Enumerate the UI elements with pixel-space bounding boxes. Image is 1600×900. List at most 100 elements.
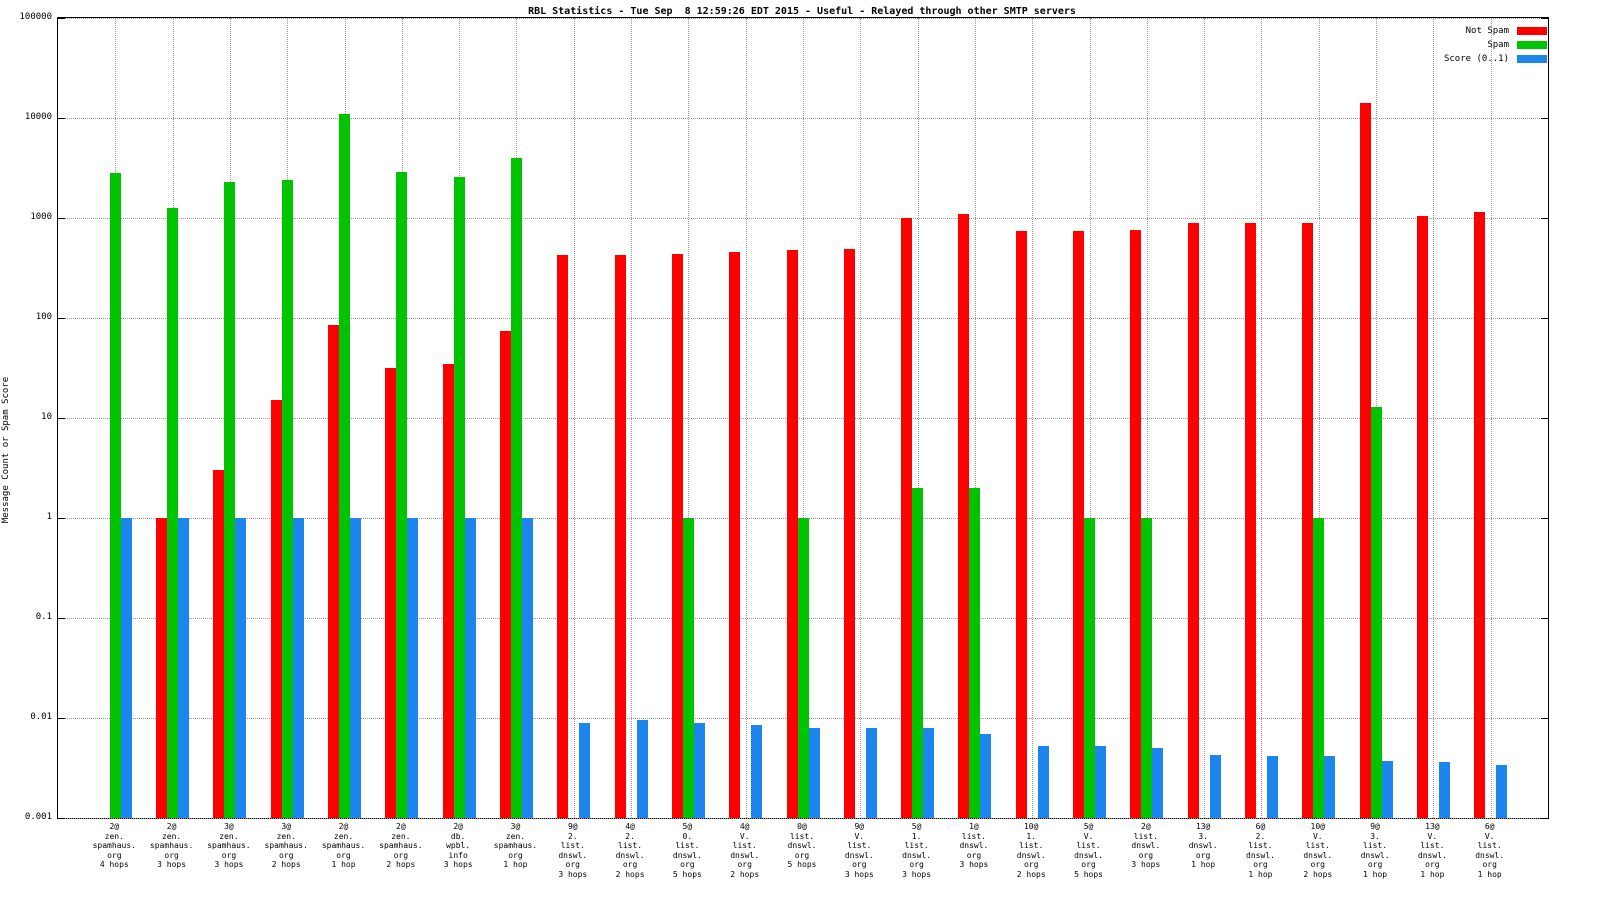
x-tick-label-line: org: [966, 850, 982, 860]
x-tick-label: 4@ 2. list. dnswl. org 2 hops: [601, 822, 659, 879]
y-tickmark: [58, 118, 65, 119]
bar-score-0-1: [1152, 748, 1164, 818]
bar-not-spam: [1130, 229, 1142, 818]
bar-not-spam: [671, 253, 683, 818]
x-tick-label: 2@ zen. spamhaus. org 1 hop: [315, 822, 373, 870]
x-tick-label-line: list.: [560, 841, 585, 850]
y-tick-label: 0.1: [35, 612, 52, 622]
bar-score-0-1: [1037, 746, 1049, 818]
x-tick-label-line: dnswl.: [672, 850, 702, 860]
bar-spam: [682, 518, 694, 818]
x-tick-label-line: 2 hops: [386, 860, 416, 869]
y-tick-label: 100: [35, 312, 52, 322]
legend-swatch-score-0-1: [1517, 55, 1547, 63]
gridline-vertical: [803, 18, 804, 818]
x-tick-label-line: org: [794, 850, 810, 860]
x-tick-label-line: org: [278, 850, 294, 860]
y-tickmark: [58, 718, 65, 719]
x-tick-label-line: dnswl.: [558, 850, 588, 860]
y-tickmark: [1541, 318, 1548, 319]
x-tick-label-line: 2.: [567, 831, 578, 841]
x-tick-label: 9@ 2. list. dnswl. org 3 hops: [544, 822, 602, 879]
x-tick-label-line: 2@: [453, 822, 463, 831]
x-tick-label-line: spamhaus.: [321, 841, 366, 850]
y-tickmark: [58, 818, 65, 819]
bar-spam: [339, 113, 351, 818]
x-tick-label-line: spamhaus.: [207, 841, 251, 850]
bar-score-0-1: [865, 727, 877, 818]
x-tick-label-line: list.: [789, 831, 815, 841]
legend: Not Spam Spam Score (0..1): [1444, 24, 1547, 66]
gridline-vertical: [974, 18, 976, 818]
x-tick-label-line: 5@: [1083, 822, 1094, 831]
y-tick-label: 0.01: [30, 712, 52, 722]
x-tick-label-line: list.: [847, 841, 872, 850]
bar-spam: [969, 487, 981, 818]
bar-not-spam: [958, 213, 970, 818]
x-tick-label-line: 2 hops: [730, 869, 760, 879]
bar-not-spam: [1187, 222, 1199, 818]
legend-item: Spam: [1444, 38, 1547, 52]
x-tick-label-line: org: [909, 860, 924, 869]
x-tick-label-line: 2.: [625, 831, 635, 841]
x-tick-label: 4@ V. list. dnswl. org 2 hops: [716, 822, 774, 879]
bar-not-spam: [1359, 103, 1371, 818]
x-tick-label-line: spamhaus.: [493, 841, 538, 850]
x-tick-label-line: org: [680, 860, 695, 869]
bar-not-spam: [1302, 222, 1314, 818]
y-tickmark: [1541, 518, 1548, 519]
y-tick-label: 1: [46, 512, 52, 522]
x-tick-label-line: list.: [1420, 841, 1445, 850]
bar-spam: [281, 179, 293, 818]
x-tick-label-line: org: [1367, 860, 1383, 869]
legend-swatch-not-spam: [1517, 27, 1547, 35]
x-tick-label-line: info: [448, 850, 468, 860]
x-tick-label-line: 3 hops: [157, 860, 187, 869]
bar-score-0-1: [1095, 746, 1107, 818]
bar-score-0-1: [235, 518, 247, 818]
bar-spam: [912, 487, 924, 818]
x-tick-label-line: spamhaus.: [92, 841, 136, 850]
y-tick-label: 100000: [19, 12, 52, 22]
x-tick-label-line: list.: [1305, 841, 1330, 850]
x-tick-label-line: 13@: [1425, 822, 1440, 831]
x-tick-label-line: dnswl.: [1188, 841, 1218, 850]
x-tick-label-line: list.: [1248, 841, 1273, 850]
bar-not-spam: [442, 363, 454, 818]
bar-score-0-1: [693, 722, 705, 818]
x-tick-label-line: list.: [675, 841, 700, 850]
x-tick-label-line: dnswl.: [787, 841, 817, 850]
x-tick-label-line: zen.: [391, 831, 411, 841]
x-tick-label-line: org: [1138, 850, 1154, 860]
x-tick-label-line: dnswl.: [1074, 850, 1103, 860]
x-tick-label-line: dnswl.: [730, 850, 760, 860]
x-tick-label-line: org: [336, 850, 351, 860]
x-tick-label: 2@ zen. spamhaus. org 4 hops: [85, 822, 143, 870]
x-tick-label-line: V.: [1427, 831, 1438, 841]
x-tick-label-line: 0@: [797, 822, 807, 831]
x-tick-label-line: org: [1023, 860, 1039, 869]
plot-area: [57, 17, 1549, 819]
bar-score-0-1: [464, 518, 476, 818]
x-tick-label: 0@ list. dnswl. org 5 hops: [773, 822, 831, 870]
gridline-vertical: [1433, 18, 1435, 818]
x-tick-label: 1@ list. dnswl. org 3 hops: [945, 822, 1003, 870]
gridline-vertical: [1146, 18, 1148, 818]
x-tick-label-line: 1 hop: [1420, 869, 1445, 879]
x-tick-label-line: dnswl.: [844, 850, 874, 860]
bar-score-0-1: [1438, 762, 1450, 818]
x-tick-label-line: spamhaus.: [149, 841, 194, 850]
bar-score-0-1: [808, 727, 820, 818]
gridline-vertical: [1261, 18, 1263, 818]
y-tickmark: [1541, 718, 1548, 719]
x-tick-label-line: dnswl.: [959, 841, 989, 850]
x-tick-label-line: spamhaus.: [379, 841, 423, 850]
bar-spam: [1084, 518, 1096, 818]
y-tickmark: [58, 618, 65, 619]
x-tick-label-line: org: [1081, 860, 1096, 869]
x-tick-label-line: org: [852, 860, 867, 869]
bar-not-spam: [1244, 222, 1256, 818]
x-tick-label-line: org: [565, 860, 580, 869]
x-tick-label-line: 5@: [682, 822, 693, 831]
bar-score-0-1: [980, 733, 992, 818]
